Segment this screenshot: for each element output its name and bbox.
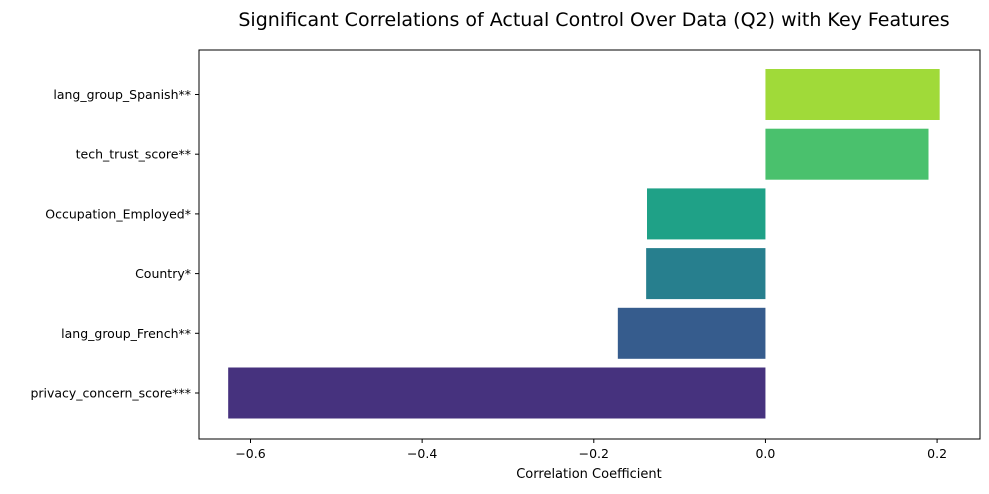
x-tick-label-2: −0.2	[579, 446, 609, 461]
y-tick-label-5: privacy_concern_score***	[30, 386, 191, 401]
y-tick-label-4: lang_group_French**	[61, 326, 191, 341]
x-tick-label-0: −0.6	[235, 446, 265, 461]
y-axis-tick-labels: lang_group_Spanish** tech_trust_score** Oc…	[30, 87, 199, 401]
bar-2	[647, 188, 766, 240]
y-tick-label-0: lang_group_Spanish**	[53, 87, 191, 102]
bar-4	[617, 307, 766, 359]
bar-1	[765, 128, 929, 180]
y-tick-label-3: Country*	[135, 266, 191, 281]
bar-3	[646, 248, 766, 300]
bar-5	[228, 367, 766, 419]
chart-title: Significant Correlations of Actual Contr…	[238, 9, 949, 31]
y-tick-label-2: Occupation_Employed*	[45, 206, 191, 221]
x-tick-label-4: 0.2	[927, 446, 947, 461]
y-tick-label-1: tech_trust_score**	[76, 147, 191, 162]
x-tick-label-3: 0.0	[755, 446, 775, 461]
bar-0	[765, 69, 940, 120]
x-axis-label: Correlation Coefficient	[516, 467, 662, 482]
x-tick-label-1: −0.4	[407, 446, 437, 461]
x-axis-tick-labels: −0.6 −0.4 −0.2 0.0 0.2	[235, 439, 947, 461]
bars-layer	[228, 69, 940, 419]
plot-frame	[198, 49, 981, 440]
